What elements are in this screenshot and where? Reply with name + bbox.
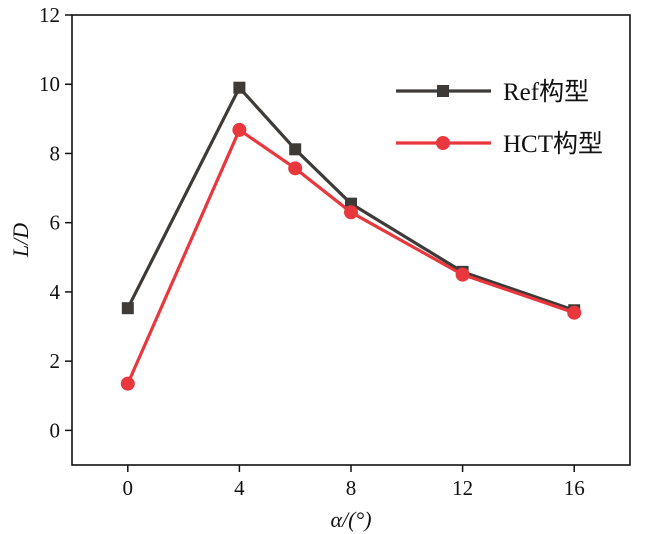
y-tick-label: 10 — [39, 72, 60, 96]
square-marker — [121, 302, 134, 315]
circle-marker — [344, 205, 358, 220]
square-marker — [437, 85, 449, 97]
y-tick-label: 2 — [50, 349, 61, 373]
legend-label: Ref构型 — [503, 78, 589, 106]
x-tick-label: 0 — [123, 476, 134, 500]
circle-marker — [288, 161, 303, 176]
y-tick-label: 6 — [50, 211, 61, 235]
x-tick-label: 8 — [346, 476, 357, 500]
square-marker — [233, 81, 246, 94]
y-tick-label: 4 — [50, 280, 61, 304]
y-tick-label: 0 — [50, 418, 61, 442]
square-marker — [289, 143, 302, 156]
circle-marker — [567, 305, 582, 320]
x-tick-label: 4 — [234, 476, 245, 500]
circle-marker — [455, 267, 470, 282]
series-line — [126, 86, 575, 312]
legend-label: HCT构型 — [503, 130, 603, 158]
y-axis-label: L/D — [8, 223, 33, 258]
circle-marker — [436, 136, 450, 150]
series-ref — [121, 81, 581, 317]
x-tick-label: 12 — [452, 476, 473, 500]
circle-marker — [120, 376, 135, 391]
series-hct — [120, 122, 582, 391]
legend-entry: HCT构型 — [396, 130, 603, 158]
legend-entry: Ref构型 — [396, 78, 589, 106]
x-tick-label: 16 — [564, 476, 585, 500]
y-tick-label: 12 — [39, 3, 60, 27]
x-axis-label: α/(°) — [330, 507, 371, 532]
series-line — [126, 128, 575, 385]
y-tick-label: 8 — [50, 141, 61, 165]
circle-marker — [232, 122, 247, 137]
